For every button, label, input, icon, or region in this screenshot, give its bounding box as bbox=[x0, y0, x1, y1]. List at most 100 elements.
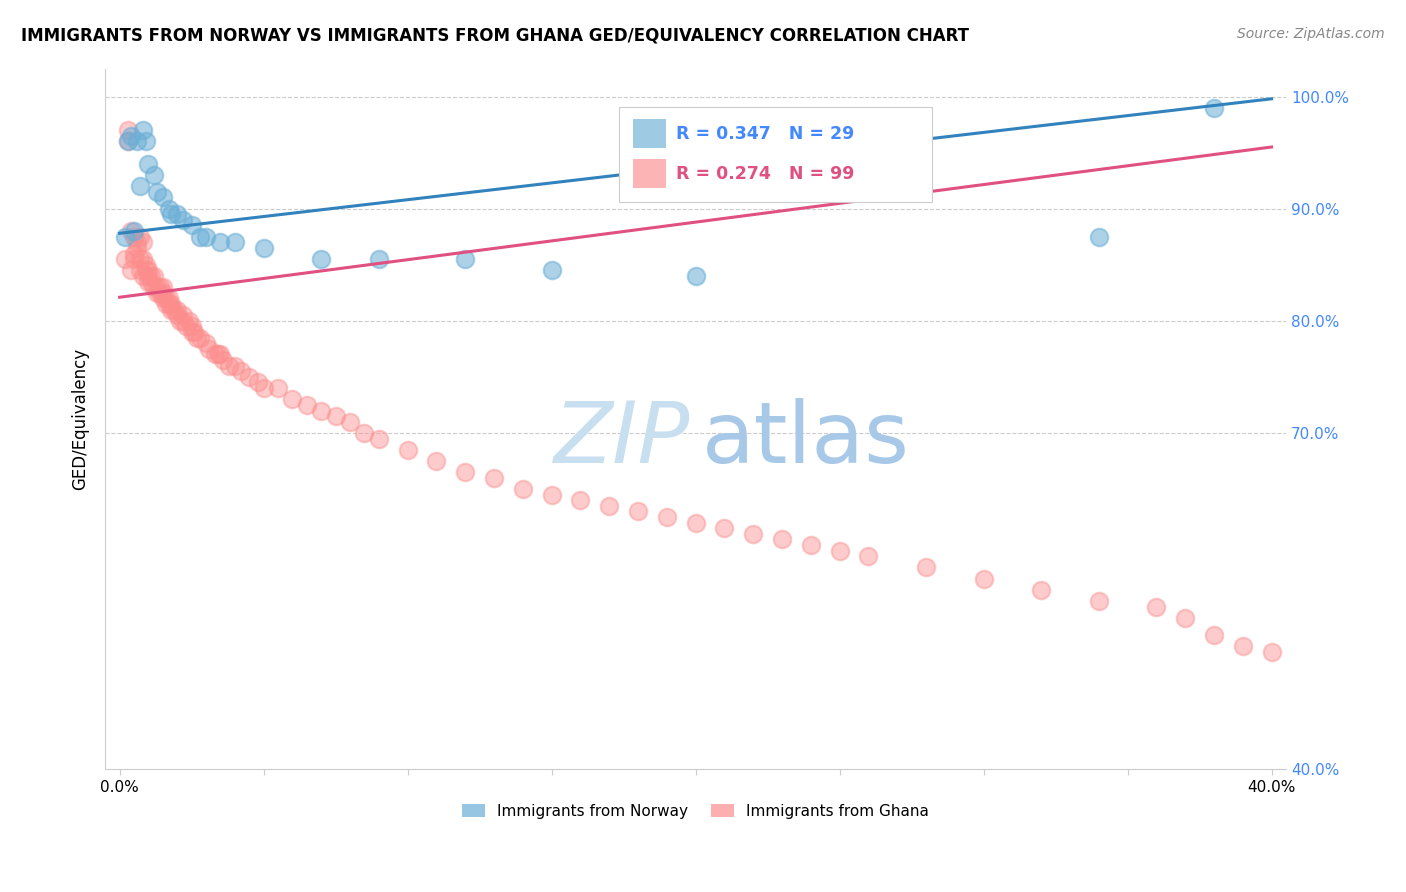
Point bbox=[114, 252, 136, 267]
Point bbox=[183, 325, 205, 339]
Point bbox=[512, 482, 534, 496]
Point bbox=[204, 347, 226, 361]
Point bbox=[163, 302, 186, 317]
Text: ZIP: ZIP bbox=[554, 399, 690, 482]
Point bbox=[155, 297, 177, 311]
Point bbox=[742, 526, 765, 541]
Point bbox=[169, 314, 191, 328]
Point bbox=[309, 403, 332, 417]
Point bbox=[180, 325, 202, 339]
Point bbox=[180, 319, 202, 334]
Point bbox=[828, 543, 851, 558]
Point bbox=[339, 415, 361, 429]
Point bbox=[195, 229, 218, 244]
Point bbox=[131, 252, 153, 267]
Point bbox=[1202, 101, 1225, 115]
Point bbox=[152, 280, 174, 294]
Point bbox=[454, 252, 477, 267]
Point bbox=[281, 392, 304, 407]
Point bbox=[131, 123, 153, 137]
Point bbox=[224, 235, 246, 250]
Point bbox=[209, 235, 232, 250]
Point bbox=[122, 252, 145, 267]
Point bbox=[1031, 582, 1053, 597]
Point bbox=[1347, 667, 1369, 681]
Point bbox=[598, 499, 620, 513]
Point bbox=[353, 425, 375, 440]
Point bbox=[1289, 656, 1312, 670]
Point bbox=[138, 275, 160, 289]
Point bbox=[685, 516, 707, 530]
Point bbox=[1087, 229, 1109, 244]
Point bbox=[160, 297, 183, 311]
Point bbox=[172, 314, 194, 328]
Point bbox=[152, 285, 174, 300]
Point bbox=[141, 275, 163, 289]
Point bbox=[229, 364, 252, 378]
Point bbox=[195, 336, 218, 351]
Point bbox=[122, 246, 145, 260]
Text: R = 0.274   N = 99: R = 0.274 N = 99 bbox=[675, 165, 853, 183]
Point bbox=[160, 302, 183, 317]
Point bbox=[425, 454, 447, 468]
Point bbox=[207, 347, 229, 361]
Point bbox=[114, 229, 136, 244]
Point bbox=[149, 280, 172, 294]
Point bbox=[138, 157, 160, 171]
Point bbox=[540, 263, 562, 277]
Point bbox=[209, 347, 232, 361]
Point bbox=[1202, 628, 1225, 642]
Point bbox=[125, 135, 148, 149]
Point bbox=[174, 319, 197, 334]
Point bbox=[141, 268, 163, 283]
Text: Source: ZipAtlas.com: Source: ZipAtlas.com bbox=[1237, 27, 1385, 41]
Point bbox=[146, 285, 169, 300]
Point bbox=[655, 510, 678, 524]
Point bbox=[146, 280, 169, 294]
Point bbox=[128, 252, 150, 267]
Text: R = 0.347   N = 29: R = 0.347 N = 29 bbox=[675, 125, 853, 143]
Point bbox=[325, 409, 347, 423]
Point bbox=[166, 308, 188, 322]
Point bbox=[685, 268, 707, 283]
Point bbox=[117, 123, 139, 137]
Point bbox=[149, 285, 172, 300]
Legend: Immigrants from Norway, Immigrants from Ghana: Immigrants from Norway, Immigrants from … bbox=[456, 797, 935, 825]
Point bbox=[143, 268, 166, 283]
Point bbox=[396, 442, 419, 457]
Point bbox=[157, 292, 180, 306]
Point bbox=[224, 359, 246, 373]
Point bbox=[146, 185, 169, 199]
Point bbox=[267, 381, 290, 395]
Point bbox=[540, 487, 562, 501]
Point bbox=[973, 572, 995, 586]
Point bbox=[117, 135, 139, 149]
Point bbox=[135, 258, 157, 272]
Point bbox=[138, 268, 160, 283]
Point bbox=[125, 241, 148, 255]
Point bbox=[125, 235, 148, 250]
Point bbox=[160, 207, 183, 221]
Point bbox=[1260, 644, 1282, 658]
Point bbox=[122, 224, 145, 238]
Point bbox=[157, 202, 180, 216]
Point bbox=[180, 219, 202, 233]
Point bbox=[858, 549, 880, 564]
Point bbox=[131, 268, 153, 283]
Point bbox=[713, 521, 735, 535]
Point bbox=[122, 229, 145, 244]
Point bbox=[367, 432, 389, 446]
Point bbox=[309, 252, 332, 267]
Point bbox=[143, 280, 166, 294]
Point bbox=[138, 263, 160, 277]
Text: IMMIGRANTS FROM NORWAY VS IMMIGRANTS FROM GHANA GED/EQUIVALENCY CORRELATION CHAR: IMMIGRANTS FROM NORWAY VS IMMIGRANTS FRO… bbox=[21, 27, 969, 45]
Point bbox=[172, 308, 194, 322]
Y-axis label: GED/Equivalency: GED/Equivalency bbox=[72, 348, 89, 490]
Point bbox=[367, 252, 389, 267]
Point bbox=[627, 504, 650, 518]
Point bbox=[128, 179, 150, 194]
Point bbox=[218, 359, 240, 373]
Text: atlas: atlas bbox=[702, 399, 910, 482]
Point bbox=[157, 297, 180, 311]
Point bbox=[770, 533, 793, 547]
